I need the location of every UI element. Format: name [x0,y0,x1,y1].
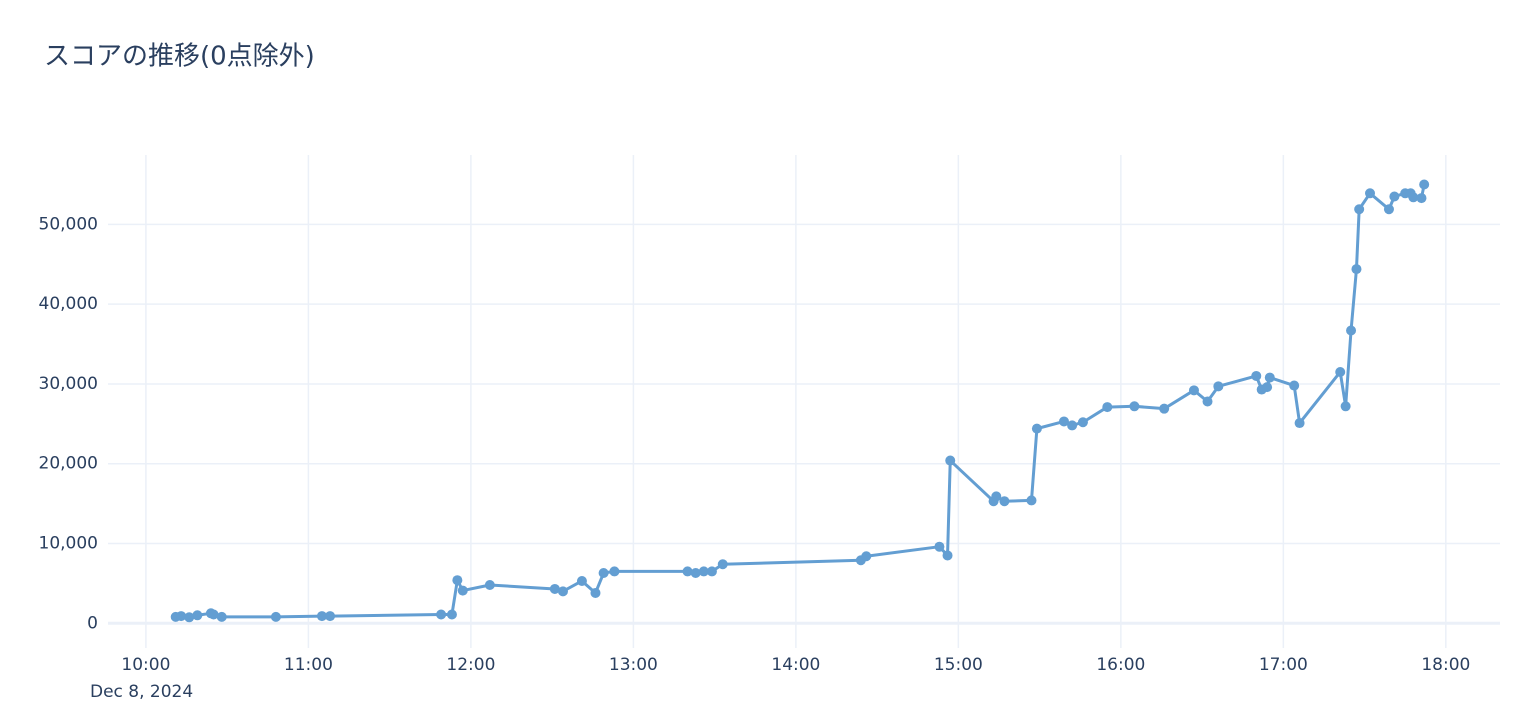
point [1346,325,1357,336]
point [549,583,560,594]
point [1026,495,1037,506]
point [1251,370,1262,381]
point [1031,423,1042,434]
point [1262,382,1273,393]
point [609,566,620,577]
point [208,609,219,620]
point [1067,420,1078,431]
point [1419,179,1430,190]
point [717,559,728,570]
point [1340,401,1351,412]
x-tick-label: 16:00 [1096,655,1145,675]
point [706,566,717,577]
point [446,609,457,620]
line [175,184,1426,619]
x-tick-label: 11:00 [284,655,333,675]
point [942,550,953,561]
y-tick-label: 20,000 [39,454,98,474]
point [945,455,956,466]
point [1077,417,1088,428]
x-tick-label: 13:00 [609,655,658,675]
x-tick-label: 10:00 [121,655,170,675]
point [1408,192,1419,203]
x-tick-label: 15:00 [934,655,983,675]
point [598,568,609,579]
point [1102,402,1113,413]
point [557,586,568,597]
point [1354,204,1365,215]
point [1365,188,1376,199]
grid [108,155,1500,648]
point [999,496,1010,507]
point [1264,372,1275,383]
y-tick-label: 40,000 [39,294,98,314]
y-tick-label: 10,000 [39,533,98,553]
point [192,610,203,621]
point [1351,264,1362,275]
point [682,566,693,577]
point [1289,380,1300,391]
point [576,575,587,586]
point [1416,193,1427,204]
point [457,585,468,596]
point [1058,416,1069,427]
point [184,612,195,623]
x-tick-label: 18:00 [1421,655,1470,675]
point [1383,204,1394,215]
point [861,551,872,562]
y-tick-label: 0 [87,613,98,633]
y-tick-label: 50,000 [39,214,98,234]
point [325,611,336,622]
x-tick-label: 12:00 [446,655,495,675]
point [1294,418,1305,429]
point [436,609,447,620]
point [270,611,281,622]
point [1389,191,1400,202]
point [1335,366,1346,377]
point [452,575,463,586]
x-date-label: Dec 8, 2024 [90,682,193,702]
point [934,541,945,552]
point [484,579,495,590]
point [1129,401,1140,412]
point [991,491,1002,502]
point [690,568,701,579]
point [1159,403,1170,414]
point [590,587,601,598]
point [1188,385,1199,396]
point [216,611,227,622]
point [316,611,327,622]
chart-title: スコアの推移(0点除外) [44,42,315,72]
x-tick-label: 14:00 [771,655,820,675]
point [698,566,709,577]
y-tick-label: 30,000 [39,374,98,394]
marks [170,179,1430,623]
point [176,611,187,622]
point [1202,396,1213,407]
x-tick-label: 17:00 [1259,655,1308,675]
point [1213,381,1224,392]
